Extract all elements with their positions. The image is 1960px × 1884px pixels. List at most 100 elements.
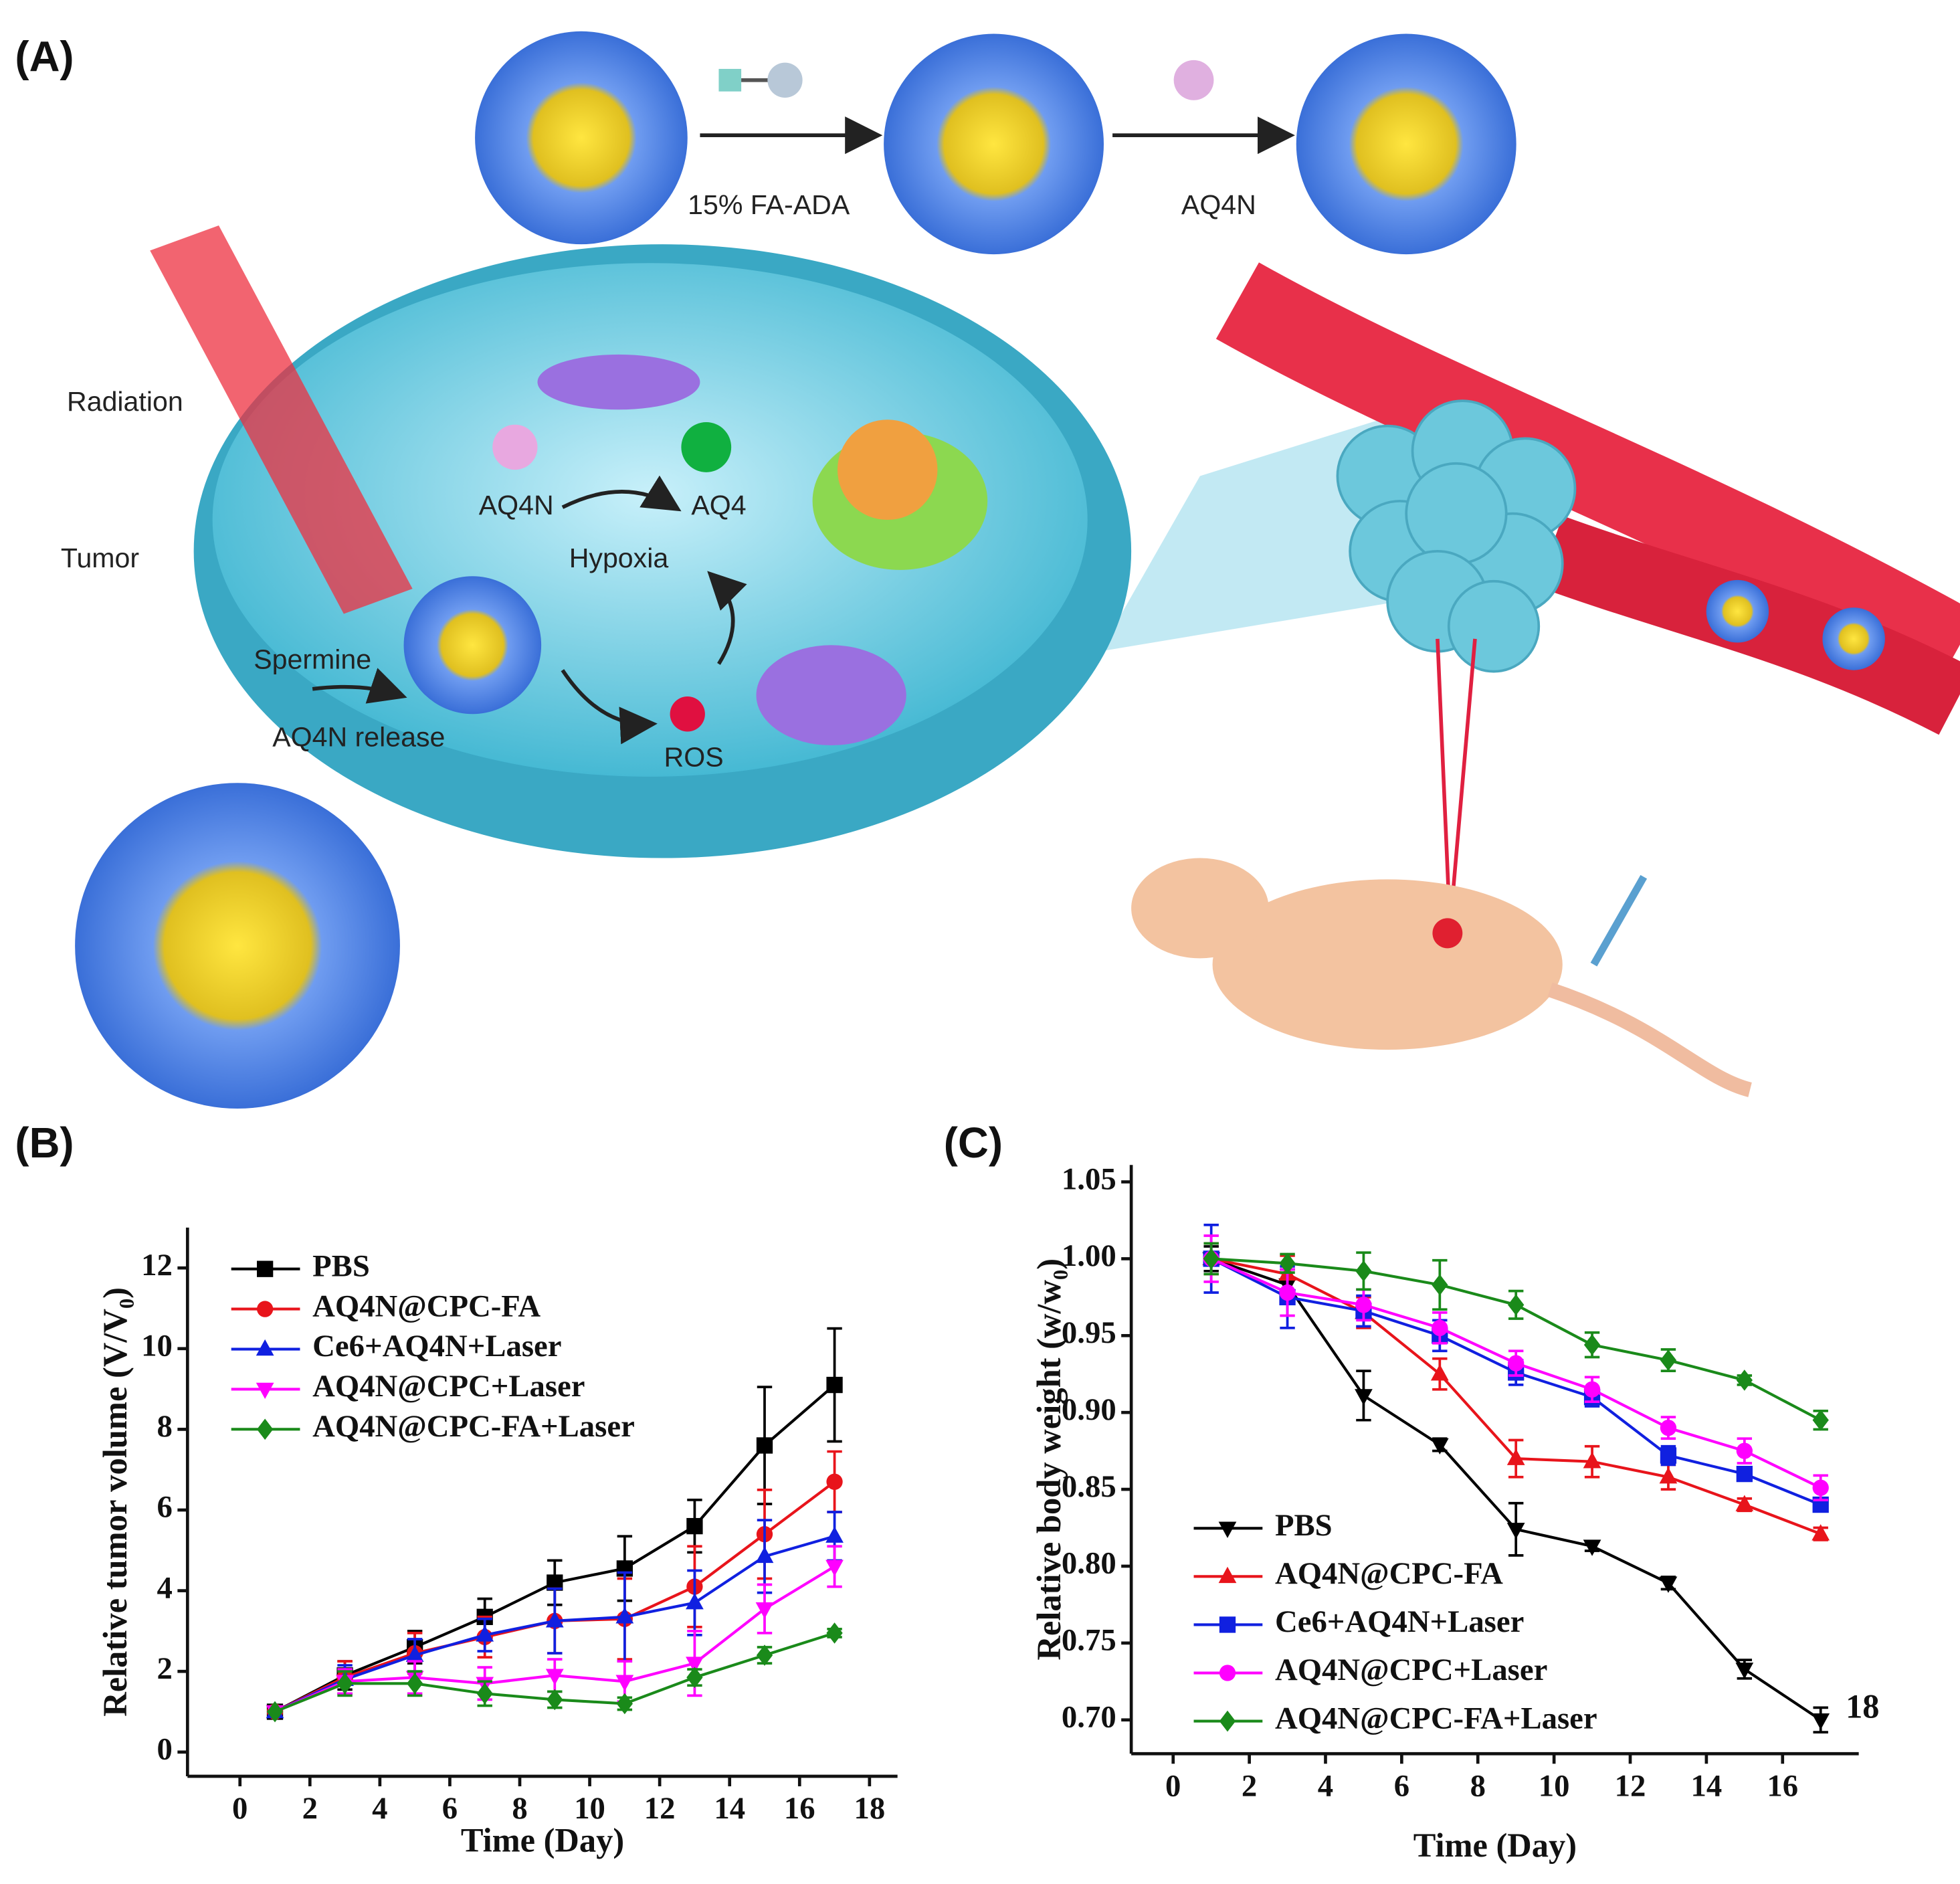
- y-tick-label: 0.80: [1062, 1546, 1116, 1581]
- data-point: [826, 1622, 843, 1644]
- legend-label: AQ4N@CPC-FA+Laser: [1275, 1701, 1597, 1735]
- data-point: [1583, 1381, 1601, 1398]
- illustration-label: Hypoxia: [569, 543, 669, 573]
- nanoparticle: [1822, 607, 1885, 670]
- y-tick-label: 6: [157, 1490, 173, 1525]
- x-tick-label: 18: [854, 1791, 885, 1826]
- data-point: [1583, 1452, 1601, 1469]
- data-point: [1812, 1479, 1829, 1496]
- x-tick-label: 14: [714, 1791, 745, 1826]
- data-point: [1508, 1355, 1525, 1372]
- ros: [670, 696, 705, 732]
- x-tick-label: 8: [512, 1791, 527, 1826]
- legend-marker: [1218, 1521, 1237, 1538]
- data-point: [1203, 1248, 1219, 1270]
- series-line: [1211, 1257, 1822, 1721]
- illustration-label: AQ4N: [1181, 189, 1256, 220]
- legend-label: AQ4N@CPC-FA: [312, 1289, 541, 1323]
- y-tick-label: 12: [141, 1248, 173, 1283]
- arrow: [561, 669, 658, 745]
- data-point: [686, 1517, 703, 1535]
- legend-marker: [1218, 1566, 1237, 1584]
- legend-label: PBS: [1275, 1508, 1333, 1543]
- data-point: [1355, 1389, 1373, 1406]
- data-point: [1279, 1284, 1296, 1301]
- illustration-label: 15% FA-ADA: [688, 189, 850, 220]
- illustration-label: AQ4: [691, 490, 746, 521]
- data-point: [1432, 1274, 1448, 1296]
- legend-label: Ce6+AQ4N+Laser: [312, 1329, 561, 1363]
- x-tick-label: 12: [1615, 1768, 1646, 1803]
- data-point: [1812, 1409, 1829, 1431]
- legend-marker: [257, 1418, 274, 1440]
- data-point: [1430, 1438, 1449, 1455]
- x-tick-label: 2: [302, 1791, 318, 1826]
- legend-marker: [257, 1301, 274, 1317]
- blood-vessel: [1215, 262, 1960, 690]
- x-tick-label: 14: [1691, 1768, 1723, 1803]
- data-point: [1660, 1447, 1677, 1464]
- arrow: [707, 571, 747, 665]
- x-axis-label: Time (Day): [461, 1822, 624, 1859]
- illustration-label: Spermine: [254, 644, 371, 674]
- y-tick-label: 4: [157, 1570, 173, 1605]
- illustration: [75, 31, 1960, 1109]
- data-point: [1736, 1370, 1753, 1391]
- y-tick-label: 0.95: [1062, 1315, 1116, 1350]
- illustration-label: AQ4N release: [272, 722, 445, 753]
- data-point: [686, 1593, 704, 1610]
- legend-marker: [256, 1339, 274, 1356]
- data-point: [336, 1673, 353, 1695]
- data-point: [826, 1473, 843, 1490]
- tumor-site: [1432, 918, 1463, 949]
- mitochondrion: [537, 354, 700, 410]
- legend-marker: [1219, 1616, 1236, 1633]
- data-point: [826, 1376, 843, 1394]
- data-point: [266, 1701, 284, 1723]
- laser-beam: [150, 225, 413, 614]
- arrow: [312, 668, 407, 704]
- legend-marker: [1219, 1665, 1236, 1681]
- data-point: [405, 1645, 424, 1662]
- y-axis-label: Relative tumor volume (V/V₀): [96, 1287, 134, 1717]
- x-tick-label: 0: [232, 1791, 248, 1826]
- nanoparticle: [1706, 579, 1769, 643]
- data-point: [476, 1683, 493, 1705]
- data-point: [1506, 1523, 1525, 1539]
- x-tick-label: 16: [1767, 1768, 1798, 1803]
- data-point: [1659, 1467, 1678, 1484]
- data-point: [755, 1546, 774, 1564]
- data-point: [545, 1669, 564, 1685]
- data-point: [1506, 1448, 1525, 1465]
- illustration-label: ROS: [664, 741, 724, 772]
- data-point: [1430, 1364, 1449, 1381]
- zoom-cone: [1100, 413, 1400, 652]
- data-point: [756, 1644, 773, 1666]
- y-tick-label: 1.00: [1062, 1238, 1116, 1273]
- y-tick-label: 1.05: [1062, 1161, 1116, 1196]
- data-point: [1735, 1495, 1754, 1511]
- aq4n-molecule: [492, 424, 538, 470]
- legend-label: AQ4N@CPC-FA+Laser: [312, 1409, 635, 1444]
- x-tick-label: 10: [574, 1791, 605, 1826]
- mouse-head: [1131, 858, 1269, 959]
- data-point: [825, 1560, 844, 1577]
- nanoparticle: [884, 33, 1104, 255]
- data-point: [1355, 1260, 1372, 1282]
- data-point: [547, 1689, 563, 1711]
- x-tick-label: 6: [1394, 1768, 1409, 1803]
- data-point: [615, 1675, 634, 1691]
- legend-label: AQ4N@CPC-FA: [1275, 1556, 1503, 1591]
- x-tick-label: 4: [1318, 1768, 1333, 1803]
- data-point: [1660, 1349, 1677, 1371]
- illustration-label: Radiation: [67, 386, 183, 417]
- data-point: [755, 1602, 774, 1619]
- data-point: [1659, 1576, 1678, 1593]
- y-tick-label: 0: [157, 1732, 173, 1767]
- y-tick-label: 0.85: [1062, 1469, 1116, 1504]
- legend-label: Ce6+AQ4N+Laser: [1275, 1604, 1524, 1639]
- data-point: [616, 1693, 633, 1715]
- panel-label: (A): [15, 33, 74, 81]
- data-point: [1736, 1465, 1753, 1483]
